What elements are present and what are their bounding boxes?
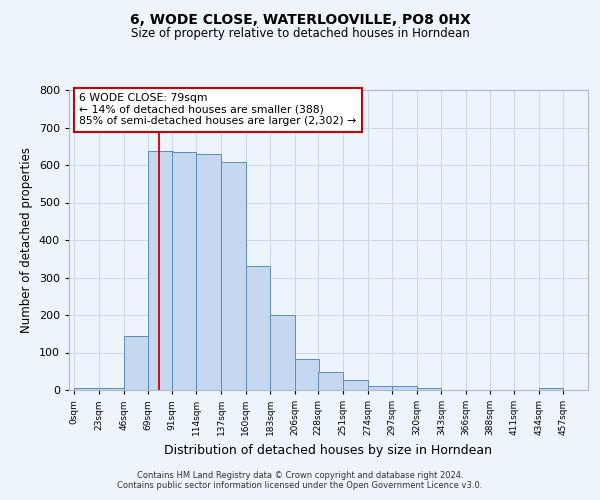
Bar (148, 151, 173, 390)
Bar (417, 388, 442, 390)
Bar (196, 154, 221, 390)
Bar (368, 386, 392, 390)
Bar (539, 388, 563, 390)
Bar (245, 266, 270, 390)
Bar (270, 315, 295, 390)
Bar (124, 336, 148, 390)
Bar (392, 386, 417, 390)
Text: 6, WODE CLOSE, WATERLOOVILLE, PO8 0HX: 6, WODE CLOSE, WATERLOOVILLE, PO8 0HX (130, 12, 470, 26)
Bar (295, 358, 319, 390)
X-axis label: Distribution of detached houses by size in Horndean: Distribution of detached houses by size … (164, 444, 493, 456)
Bar (343, 380, 368, 390)
Bar (319, 372, 343, 390)
Text: 6 WODE CLOSE: 79sqm
← 14% of detached houses are smaller (388)
85% of semi-detac: 6 WODE CLOSE: 79sqm ← 14% of detached ho… (79, 93, 356, 126)
Text: Size of property relative to detached houses in Horndean: Size of property relative to detached ho… (131, 28, 469, 40)
Bar (172, 152, 196, 390)
Text: Contains HM Land Registry data © Crown copyright and database right 2024.
Contai: Contains HM Land Registry data © Crown c… (118, 470, 482, 490)
Bar (74, 388, 99, 390)
Bar (221, 162, 245, 390)
Bar (99, 388, 124, 390)
Y-axis label: Number of detached properties: Number of detached properties (20, 147, 33, 333)
